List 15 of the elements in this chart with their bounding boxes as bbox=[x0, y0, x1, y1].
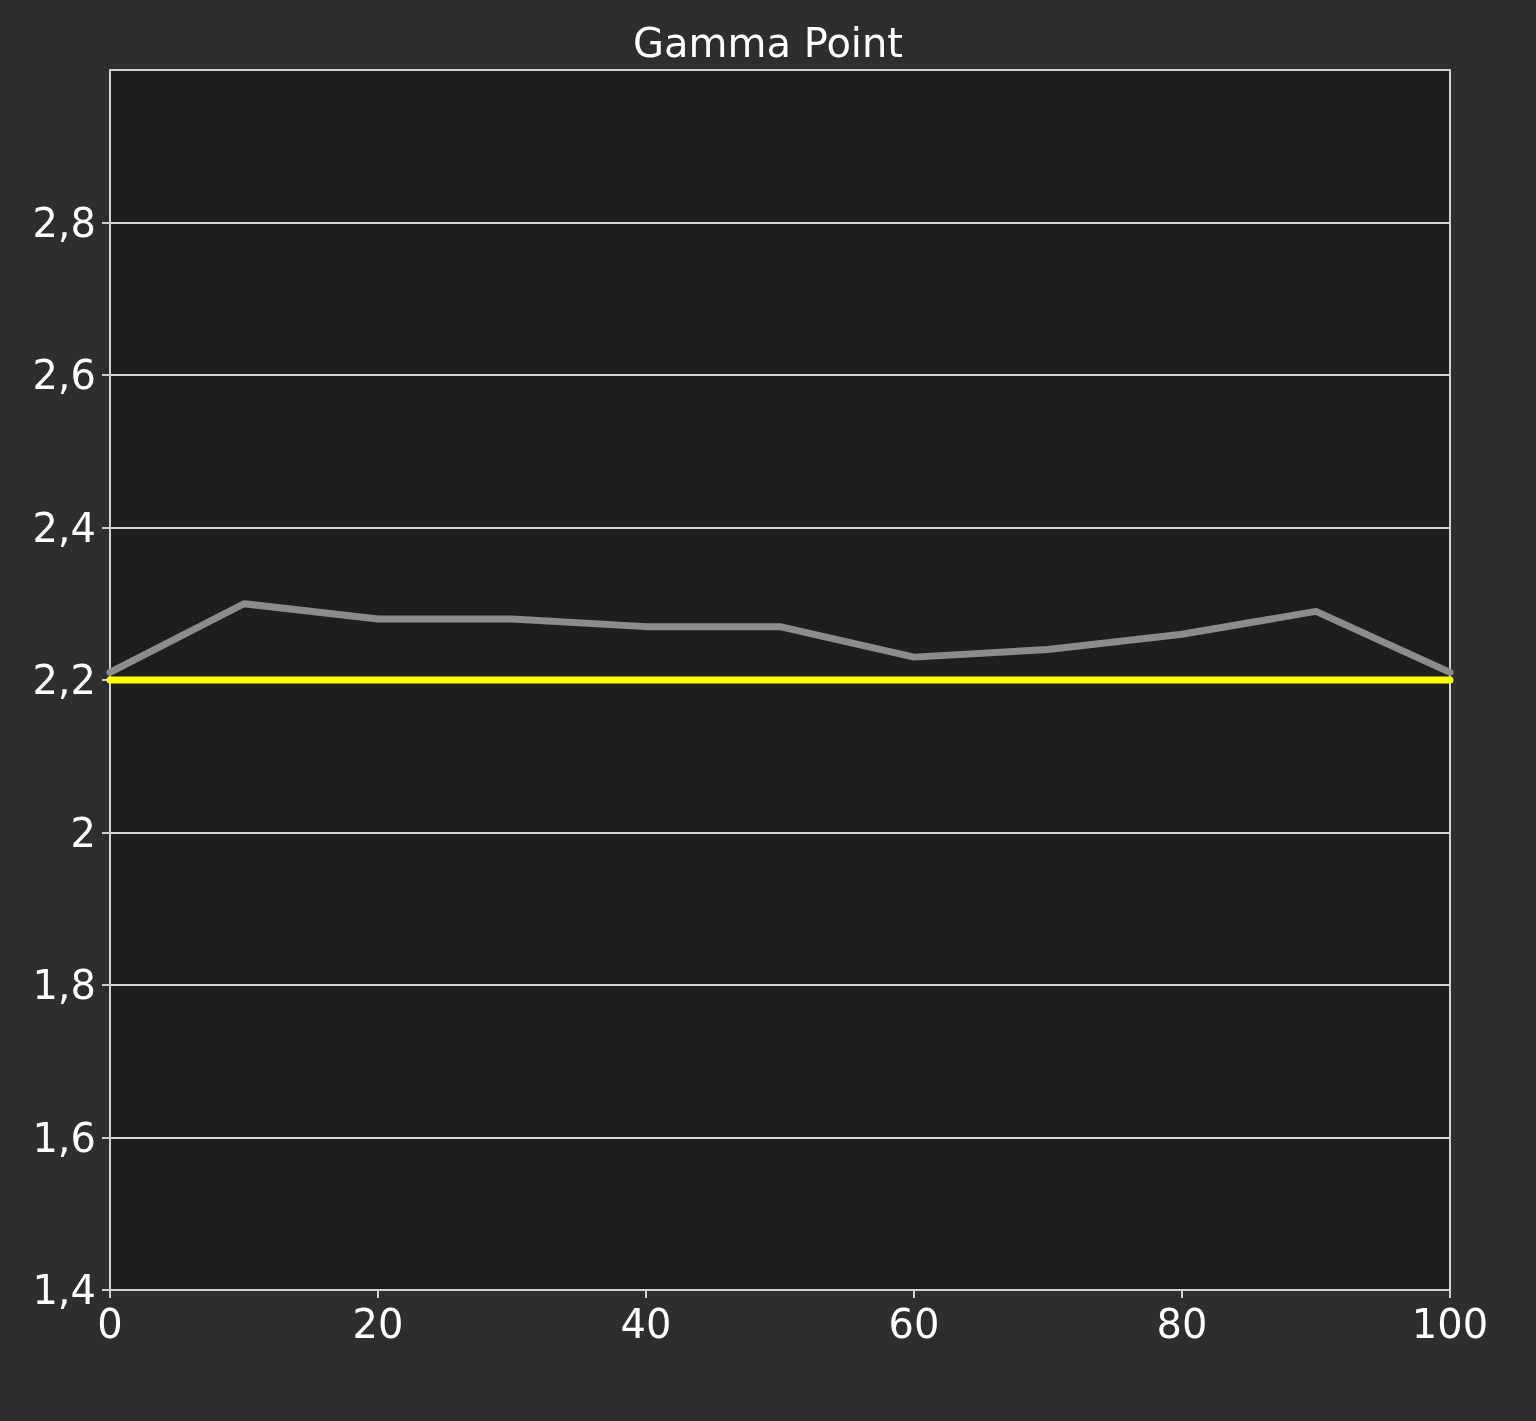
y-tick-label: 2,2 bbox=[32, 657, 96, 703]
chart-title: Gamma Point bbox=[633, 20, 903, 66]
y-tick-label: 1,8 bbox=[32, 962, 96, 1008]
y-tick-label: 2,4 bbox=[32, 504, 96, 551]
x-tick-label: 80 bbox=[1156, 1301, 1208, 1347]
y-tick-label: 1,4 bbox=[32, 1267, 96, 1313]
y-tick-label: 2,8 bbox=[32, 199, 96, 246]
x-tick-label: 0 bbox=[97, 1301, 123, 1347]
x-tick-label: 40 bbox=[620, 1301, 672, 1347]
x-tick-label: 20 bbox=[352, 1301, 404, 1347]
y-tick-label: 2 bbox=[70, 809, 96, 856]
x-tick-label: 60 bbox=[888, 1301, 940, 1347]
y-tick-label: 2,6 bbox=[32, 352, 96, 398]
x-tick-label: 100 bbox=[1411, 1301, 1489, 1347]
y-tick-label: 1,6 bbox=[32, 1114, 96, 1161]
